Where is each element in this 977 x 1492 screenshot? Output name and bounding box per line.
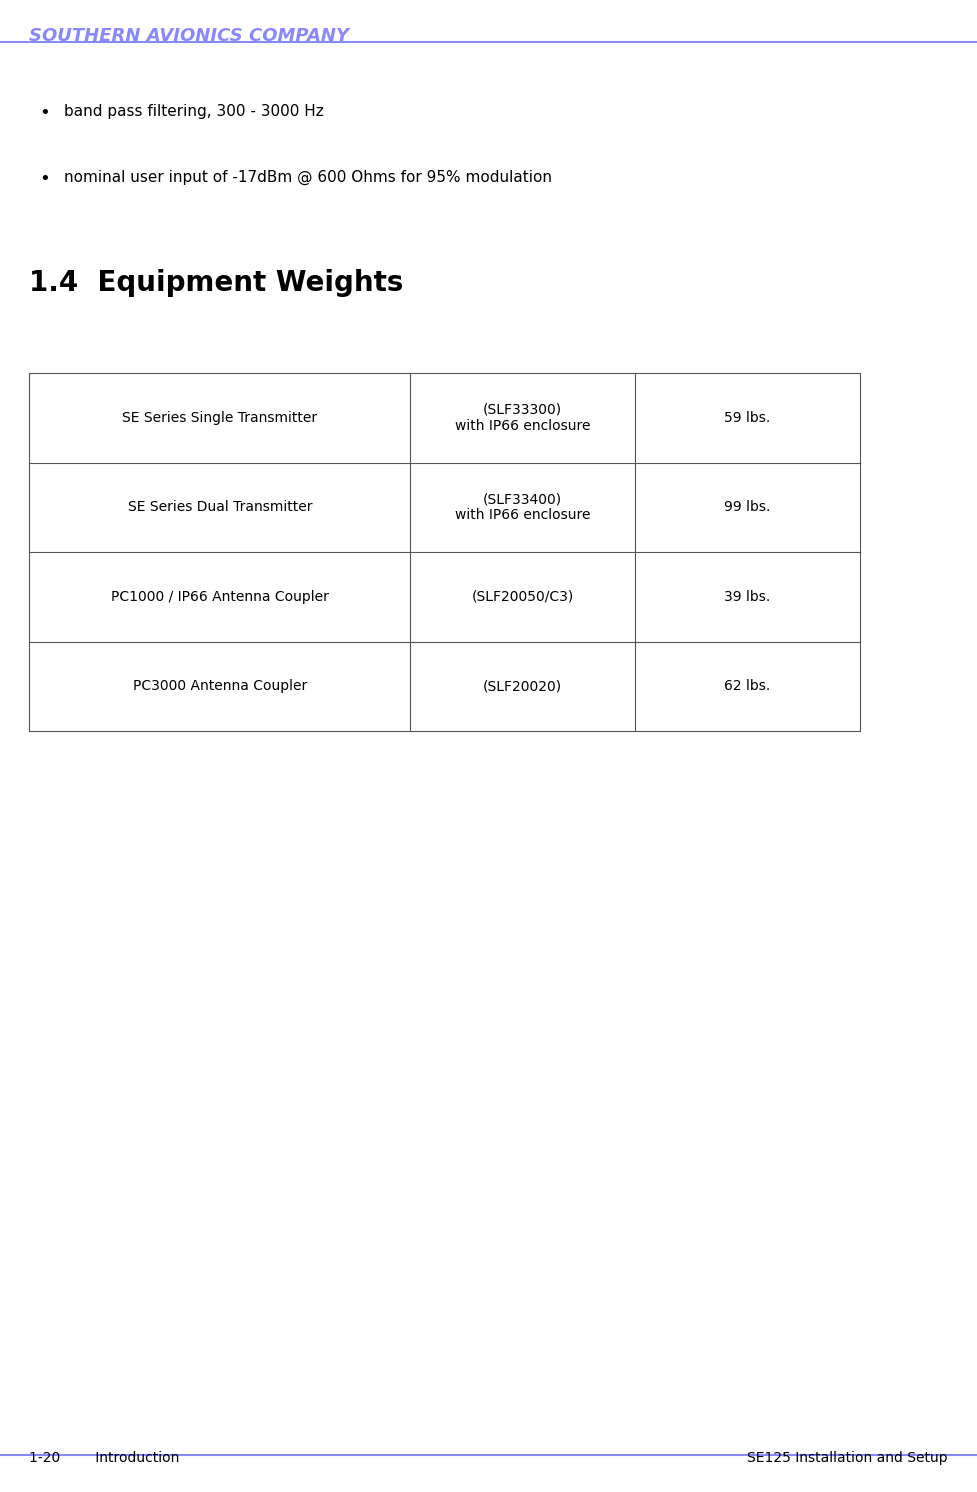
Text: 99 lbs.: 99 lbs. <box>724 500 771 515</box>
Text: SE Series Dual Transmitter: SE Series Dual Transmitter <box>128 500 312 515</box>
Text: PC1000 / IP66 Antenna Coupler: PC1000 / IP66 Antenna Coupler <box>110 589 329 604</box>
Text: (SLF33400)
with IP66 enclosure: (SLF33400) with IP66 enclosure <box>455 492 590 522</box>
Text: SOUTHERN AVIONICS COMPANY: SOUTHERN AVIONICS COMPANY <box>29 27 350 45</box>
Text: (SLF20050/C3): (SLF20050/C3) <box>472 589 573 604</box>
Text: 1-20        Introduction: 1-20 Introduction <box>29 1452 180 1465</box>
Text: 39 lbs.: 39 lbs. <box>724 589 771 604</box>
Text: (SLF20020): (SLF20020) <box>484 679 562 694</box>
Text: (SLF33300)
with IP66 enclosure: (SLF33300) with IP66 enclosure <box>455 403 590 433</box>
Text: 59 lbs.: 59 lbs. <box>724 410 771 425</box>
Text: nominal user input of -17dBm @ 600 Ohms for 95% modulation: nominal user input of -17dBm @ 600 Ohms … <box>64 170 551 185</box>
Text: •: • <box>39 104 50 122</box>
Text: band pass filtering, 300 - 3000 Hz: band pass filtering, 300 - 3000 Hz <box>64 104 323 119</box>
Text: •: • <box>39 170 50 188</box>
Text: SE Series Single Transmitter: SE Series Single Transmitter <box>122 410 318 425</box>
Text: 62 lbs.: 62 lbs. <box>724 679 771 694</box>
Text: SE125 Installation and Setup: SE125 Installation and Setup <box>747 1452 948 1465</box>
Text: PC3000 Antenna Coupler: PC3000 Antenna Coupler <box>133 679 307 694</box>
Text: 1.4  Equipment Weights: 1.4 Equipment Weights <box>29 269 404 297</box>
